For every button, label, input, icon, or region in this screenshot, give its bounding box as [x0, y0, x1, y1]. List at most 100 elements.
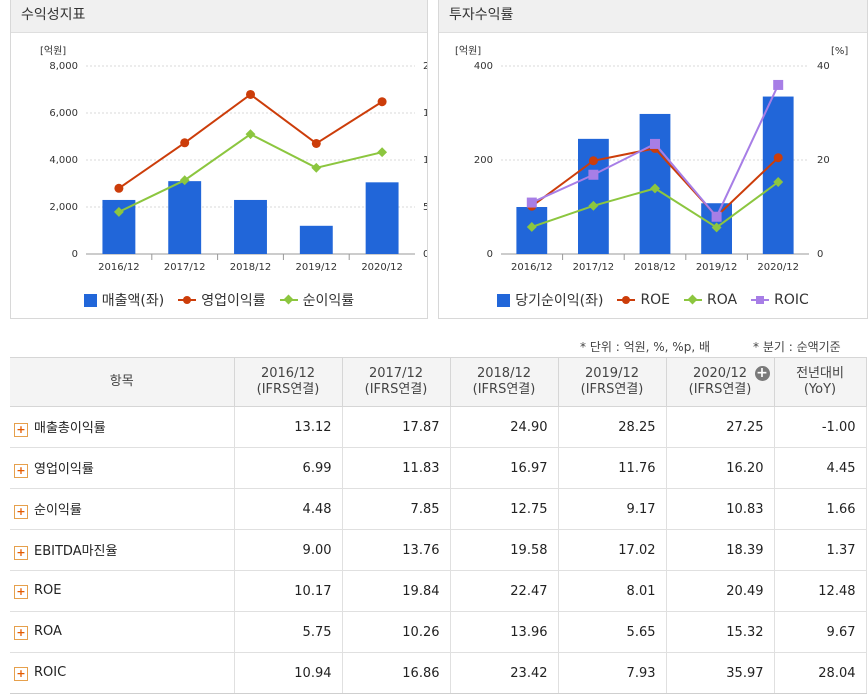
data-point[interactable] [773, 153, 783, 163]
table-row: + ROIC 10.94 16.86 23.42 7.93 35.97 28.04 [10, 652, 867, 694]
bar[interactable] [578, 138, 609, 254]
value-cell: 18.39 [665, 529, 775, 571]
data-point[interactable] [245, 129, 256, 140]
column-header-period: 2016/12 (IFRS연결) [233, 357, 343, 407]
expand-row-icon[interactable]: + [14, 464, 28, 478]
row-label: 영업이익률 [34, 462, 94, 477]
value-cell: 15.32 [665, 611, 775, 653]
row-label: ROE [34, 583, 62, 598]
data-point[interactable] [114, 183, 124, 193]
row-label-cell: + 영업이익률 [10, 447, 235, 489]
data-point[interactable] [246, 89, 255, 99]
data-point[interactable] [526, 197, 537, 208]
data-point[interactable] [588, 200, 599, 211]
row-label: ROA [34, 624, 62, 639]
expand-row-icon[interactable]: + [14, 626, 28, 640]
legend-line-swatch-icon [617, 294, 636, 306]
value-cell: 7.85 [341, 488, 451, 530]
data-point[interactable] [711, 222, 722, 233]
legend-item[interactable]: 영업이익률 [178, 290, 266, 310]
legend-label: ROA [707, 292, 738, 308]
data-point[interactable] [650, 183, 660, 194]
column-header-label: 2016/12 [260, 366, 315, 381]
value-cell: 5.75 [233, 611, 343, 653]
bar[interactable] [299, 225, 333, 254]
y-tick-label-left: 6,000 [49, 108, 78, 119]
table-row: + ROE 10.17 19.84 22.47 8.01 20.49 12.48 [10, 570, 867, 612]
data-point[interactable] [179, 175, 190, 186]
y-tick-label-left: 0 [72, 249, 78, 260]
row-label: EBITDA마진율 [34, 544, 118, 559]
legend-item[interactable]: ROE [617, 292, 670, 308]
legend-line-swatch-icon [684, 294, 703, 306]
value-cell: 27.25 [665, 406, 775, 448]
value-cell: 7.93 [557, 652, 667, 694]
column-header-label: 2017/12 [368, 366, 423, 381]
chart-legend: 매출액(좌) 영업이익률 순이익률 [11, 290, 427, 310]
legend-item[interactable]: 순이익률 [279, 290, 355, 310]
data-point[interactable] [773, 177, 784, 187]
value-cell: 17.02 [557, 529, 667, 571]
value-cell: 6.99 [233, 447, 343, 489]
value-cell: 19.84 [341, 570, 451, 612]
value-cell: 5.65 [557, 611, 667, 653]
value-cell: 28.25 [557, 406, 667, 448]
legend-bar-swatch-icon [497, 293, 511, 307]
y-tick-label-right: 10 [423, 155, 427, 166]
legend-label: 순이익률 [302, 293, 355, 309]
value-cell: 10.17 [233, 570, 343, 612]
column-header-label: 2020/12 [692, 366, 747, 381]
value-cell: 10.26 [341, 611, 451, 653]
expand-row-icon[interactable]: + [14, 667, 28, 681]
yoy-cell: 12.48 [773, 570, 867, 612]
column-header-label: 2019/12 [584, 366, 639, 381]
bar[interactable] [365, 182, 399, 254]
bar[interactable] [762, 96, 794, 254]
expand-row-icon[interactable]: + [14, 423, 28, 437]
y-tick-label-right: 0 [423, 249, 427, 260]
legend-item[interactable]: 당기순이익(좌) [497, 290, 603, 310]
data-point[interactable] [773, 79, 784, 90]
value-cell: 9.00 [233, 529, 343, 571]
legend-bar-swatch-icon [83, 293, 97, 307]
value-cell: 4.48 [233, 488, 343, 530]
value-cell: 19.58 [449, 529, 559, 571]
column-header-period: 2019/12 (IFRS연결) [557, 357, 667, 407]
bar[interactable] [168, 181, 202, 254]
legend-item[interactable]: 매출액(좌) [83, 290, 164, 310]
value-cell: 23.42 [449, 652, 559, 694]
column-header-period: 2020/12 (IFRS연결) + [665, 357, 775, 407]
row-label: 순이익률 [34, 503, 82, 518]
yoy-cell: 28.04 [773, 652, 867, 694]
expand-row-icon[interactable]: + [14, 585, 28, 599]
data-point[interactable] [311, 162, 322, 173]
value-cell: 11.76 [557, 447, 667, 489]
column-header-sublabel: (IFRS연결) [364, 382, 428, 397]
data-point[interactable] [180, 138, 190, 148]
expand-row-icon[interactable]: + [14, 505, 28, 519]
value-cell: 12.75 [449, 488, 559, 530]
data-point[interactable] [588, 156, 598, 166]
data-point[interactable] [650, 138, 660, 149]
legend-item[interactable]: ROA [684, 292, 737, 308]
column-header-item: 항목 [10, 357, 235, 407]
value-cell: 9.17 [557, 488, 667, 530]
legend-item[interactable]: ROIC [751, 292, 809, 308]
data-point[interactable] [377, 97, 387, 107]
x-tick-label: 2016/12 [98, 262, 140, 273]
value-cell: 10.83 [665, 488, 775, 530]
data-point[interactable] [311, 138, 321, 148]
column-header-label: 2018/12 [476, 366, 531, 381]
x-tick-label: 2019/12 [296, 262, 338, 273]
add-column-icon[interactable]: + [754, 365, 770, 381]
data-point[interactable] [588, 169, 599, 180]
y-tick-label-left: 400 [474, 61, 493, 72]
y-tick-label-left: 0 [487, 249, 493, 260]
expand-row-icon[interactable]: + [14, 546, 28, 560]
data-point[interactable] [711, 211, 722, 222]
column-header-sublabel: (YoY) [803, 382, 837, 397]
data-point[interactable] [113, 206, 124, 217]
data-point[interactable] [377, 147, 388, 158]
value-cell: 13.96 [449, 611, 559, 653]
bar[interactable] [234, 199, 267, 254]
